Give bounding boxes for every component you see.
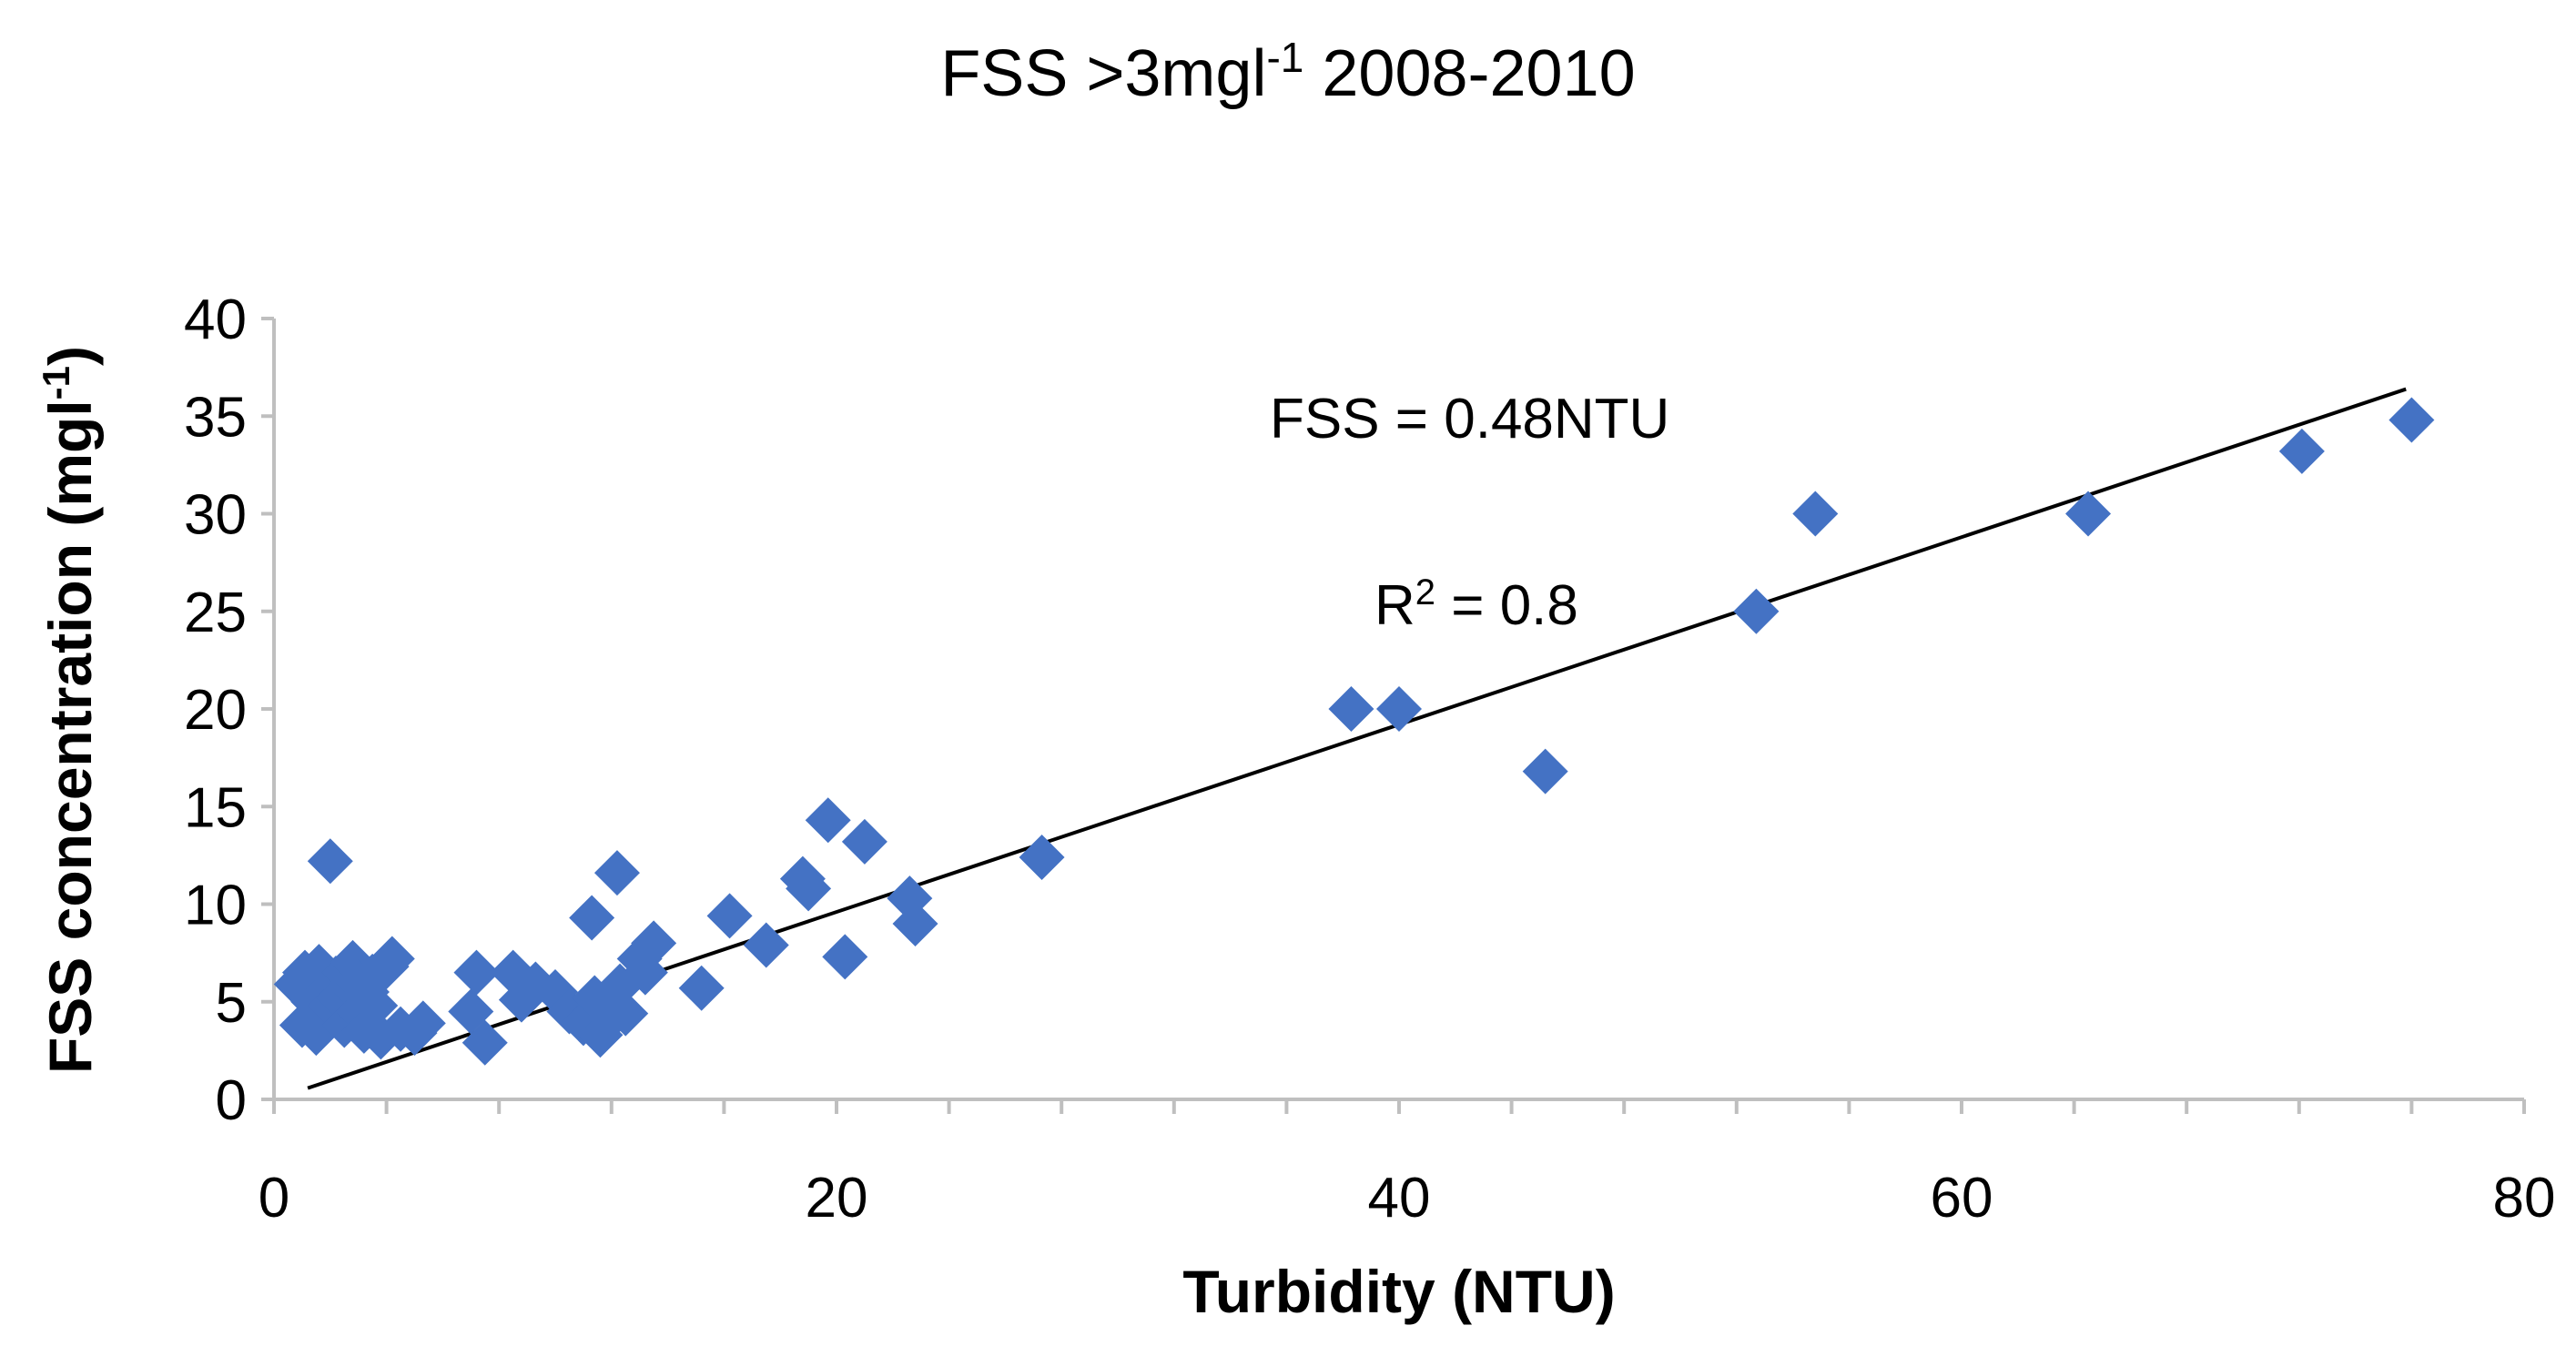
- data-point: [706, 893, 753, 939]
- y-axis-label: FSS concentration (mgl-1): [35, 346, 104, 1074]
- data-point: [2065, 491, 2112, 537]
- x-tick-label: 80: [2493, 1167, 2556, 1230]
- data-point: [1376, 686, 1422, 732]
- data-point: [678, 965, 725, 1011]
- r-squared-prefix: R: [1374, 574, 1415, 637]
- x-tick-label: 20: [806, 1167, 868, 1230]
- y-tick-label: 35: [184, 386, 247, 449]
- data-point: [307, 838, 353, 885]
- data-point: [805, 797, 851, 844]
- data-point: [352, 983, 399, 1029]
- data-point: [1019, 835, 1065, 881]
- data-point: [461, 1019, 508, 1066]
- y-tick-label: 30: [184, 484, 247, 547]
- data-point: [603, 990, 649, 1037]
- y-tick-label: 5: [216, 972, 247, 1035]
- data-point: [841, 818, 887, 865]
- chart-title-suffix: 2008-2010: [1303, 37, 1635, 110]
- data-point: [2388, 397, 2435, 443]
- r-squared-superscript: 2: [1415, 572, 1435, 612]
- data-point: [400, 1000, 446, 1047]
- data-point: [892, 900, 938, 946]
- y-axis-ticks: 0 5 10 15 20 25 30 35 40: [184, 288, 274, 1132]
- y-tick-label: 40: [184, 288, 247, 351]
- data-points: [273, 397, 2435, 1066]
- r-squared-value: = 0.8: [1435, 574, 1578, 637]
- trendline-equation: FSS = 0.48NTU: [1270, 388, 1669, 450]
- x-tick-label: 40: [1368, 1167, 1431, 1230]
- y-axis-label-main: FSS concentration (mgl: [36, 400, 104, 1074]
- y-axis-label-superscript: -1: [35, 366, 77, 400]
- data-point: [1522, 748, 1568, 794]
- x-axis-label: Turbidity (NTU): [1182, 1258, 1615, 1325]
- x-tick-label: 60: [1931, 1167, 1993, 1230]
- y-tick-label: 0: [216, 1069, 247, 1132]
- data-point: [743, 922, 789, 968]
- y-tick-label: 25: [184, 582, 247, 644]
- data-point: [631, 920, 677, 966]
- y-tick-label: 15: [184, 776, 247, 839]
- data-point: [2278, 428, 2325, 474]
- chart-title-superscript: -1: [1266, 34, 1303, 81]
- data-point: [786, 865, 832, 912]
- r-squared-label: R2 = 0.8: [1374, 572, 1578, 637]
- data-point: [569, 895, 615, 941]
- x-tick-label: 0: [259, 1167, 289, 1230]
- plot-area: 0 5 10 15 20 25 30 35 40 0 20 40 60 80: [184, 288, 2555, 1230]
- data-point: [1733, 588, 1780, 634]
- data-point: [822, 934, 868, 980]
- data-point: [453, 949, 500, 996]
- data-point: [593, 850, 640, 896]
- chart-title: FSS >3mgl-1 2008-2010: [940, 34, 1635, 110]
- x-axis-ticks: 0 20 40 60 80: [259, 1099, 2556, 1230]
- data-point: [1792, 491, 1839, 537]
- y-tick-label: 20: [184, 679, 247, 742]
- y-tick-label: 10: [184, 875, 247, 937]
- data-point: [369, 936, 415, 982]
- y-axis-label-close: ): [36, 346, 104, 366]
- chart-title-main: FSS >3mgl: [940, 37, 1266, 110]
- data-point: [1328, 686, 1374, 732]
